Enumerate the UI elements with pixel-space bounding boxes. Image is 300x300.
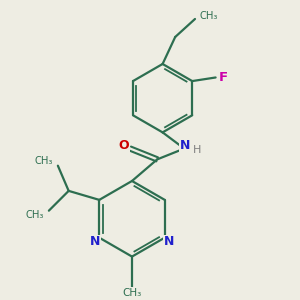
Text: CH₃: CH₃ (35, 156, 53, 167)
Text: O: O (118, 139, 129, 152)
Text: N: N (180, 139, 190, 152)
Text: F: F (219, 71, 228, 84)
Text: N: N (90, 236, 100, 248)
Text: CH₃: CH₃ (122, 288, 142, 298)
Text: H: H (193, 146, 201, 155)
Text: CH₃: CH₃ (200, 11, 218, 21)
Text: N: N (164, 236, 174, 248)
Text: CH₃: CH₃ (26, 210, 44, 220)
